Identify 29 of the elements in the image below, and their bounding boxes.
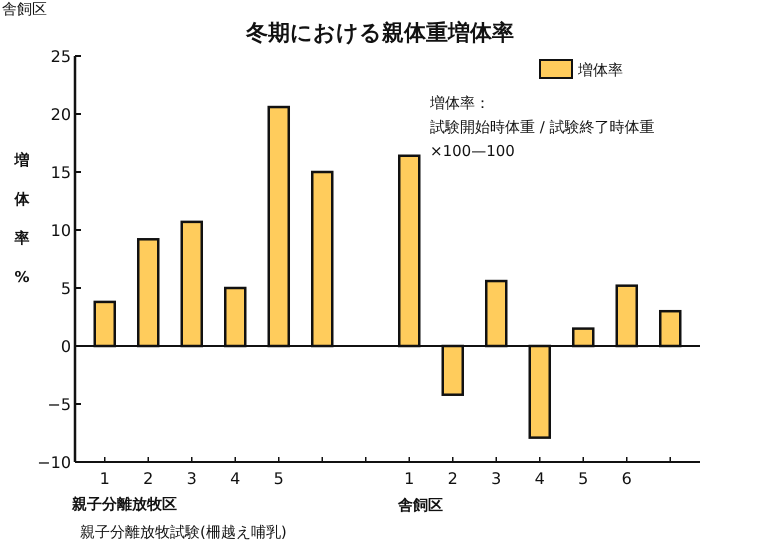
x-tick-label: 4: [534, 469, 545, 488]
x-tick-label: 4: [230, 469, 240, 488]
x-tick-label: 1: [404, 469, 414, 488]
y-tick-label: −10: [37, 453, 71, 472]
x-tick-label: 3: [491, 469, 502, 488]
y-tick-label: 20: [50, 105, 71, 124]
x-tick-label: 5: [578, 469, 588, 488]
x-tick-label: 5: [274, 469, 284, 488]
x-tick-label: 2: [448, 469, 458, 488]
text: 増体率%: [14, 151, 30, 286]
annotation: ×100—100: [430, 142, 515, 160]
x-tick-label: 2: [143, 469, 154, 488]
legend-label: 増体率: [577, 61, 623, 79]
y-tick-label: 10: [50, 221, 71, 240]
text: 親子分離放牧区: [71, 495, 177, 513]
x-axis-title: 親子分離放牧試験(柵越え哺乳): [80, 523, 287, 541]
text: 舎飼区: [2, 0, 47, 18]
y-tick-label: 15: [50, 163, 71, 182]
x-tick-label: 6: [622, 469, 632, 488]
y-tick-label: −5: [47, 395, 71, 414]
x-tick-label: 3: [186, 469, 197, 488]
text: 舎飼区: [397, 496, 443, 514]
chart-title: 冬期における親体重増体率: [245, 20, 514, 46]
y-tick-label: 25: [50, 47, 71, 66]
annotation: 増体率：: [429, 94, 490, 112]
x-tick-label: 1: [100, 469, 110, 488]
y-tick-label: 5: [60, 279, 71, 298]
annotation: 試験開始時体重 / 試験終了時体重: [430, 118, 655, 136]
y-tick-label: 0: [60, 337, 71, 356]
